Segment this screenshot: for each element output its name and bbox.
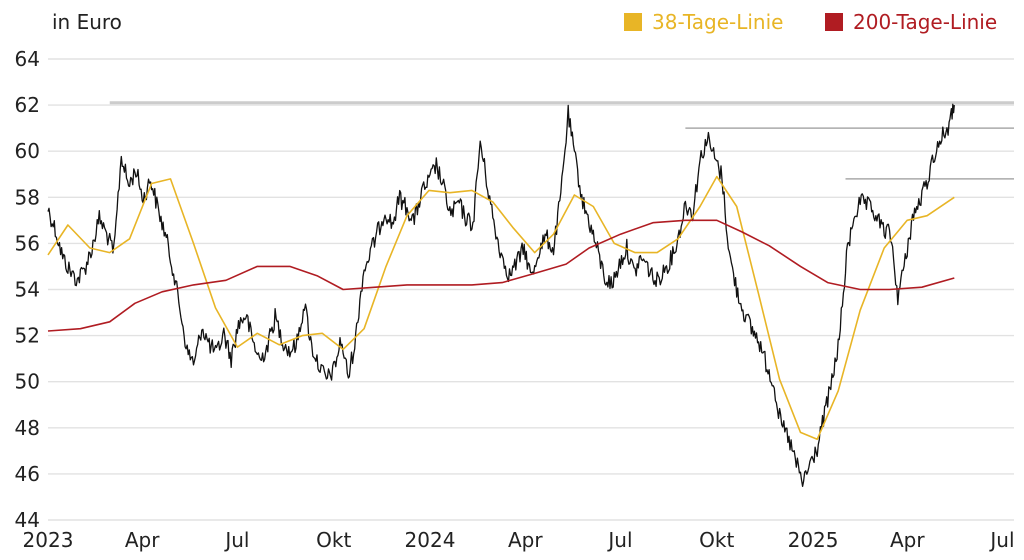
y-tick-label: 56: [15, 231, 40, 255]
x-tick-label: Apr: [125, 528, 160, 552]
y-tick-label: 58: [15, 185, 40, 209]
y-tick-label: 52: [15, 324, 40, 348]
series-layer: [47, 103, 955, 488]
x-tick-label: Jul: [988, 528, 1014, 552]
x-tick-label: Apr: [508, 528, 543, 552]
y-tick-label: 54: [15, 278, 40, 302]
y-tick-label: 50: [15, 370, 40, 394]
x-tick-label: 2023: [23, 528, 74, 552]
y-axis-ticks: 44 46 48 50 52 54 56 58 60 62 64: [15, 47, 40, 532]
x-tick-label: Okt: [316, 528, 351, 552]
x-axis-ticks: 2023 Apr Jul Okt 2024 Apr Jul Okt 2025 Apr Jul: [23, 528, 1015, 552]
x-tick-label: Okt: [699, 528, 734, 552]
x-tick-label: Apr: [890, 528, 925, 552]
y-tick-label: 62: [15, 93, 40, 117]
legend: 38-Tage-Linie 200-Tage-Linie: [624, 10, 997, 34]
unit-label: in Euro: [52, 10, 122, 34]
y-tick-label: 46: [15, 462, 40, 486]
x-tick-label: 2025: [788, 528, 839, 552]
legend-swatch-200: [825, 13, 843, 31]
legend-label-200: 200-Tage-Linie: [853, 10, 997, 34]
legend-label-38: 38-Tage-Linie: [652, 10, 783, 34]
legend-item-200: 200-Tage-Linie: [825, 10, 997, 34]
y-tick-label: 64: [15, 47, 40, 71]
ma200-series-line: [47, 219, 955, 332]
x-tick-label: Jul: [223, 528, 249, 552]
ma38-series-line: [47, 175, 955, 441]
y-tick-label: 48: [15, 416, 40, 440]
legend-item-38: 38-Tage-Linie: [624, 10, 783, 34]
price-series-line: [47, 103, 955, 488]
y-tick-label: 44: [15, 508, 40, 532]
reference-lines: [109, 101, 1014, 180]
x-tick-label: 2024: [405, 528, 456, 552]
x-tick-label: Jul: [606, 528, 632, 552]
y-tick-label: 60: [15, 139, 40, 163]
legend-swatch-38: [624, 13, 642, 31]
